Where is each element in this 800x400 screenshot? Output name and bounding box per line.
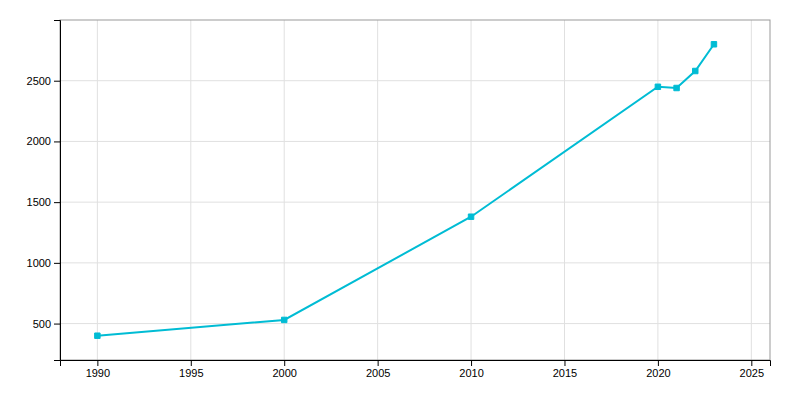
tick-mark [284,360,285,366]
grid-line [60,323,770,324]
tick-mark [54,81,60,82]
marker [693,68,698,73]
grid-line [751,20,752,360]
grid-line [60,141,770,142]
grid-line [471,20,472,360]
tick: 500 [33,318,60,330]
tick: 2010 [459,360,483,379]
tick-label: 2500 [27,75,51,87]
tick-mark [54,202,60,203]
tick-mark [471,360,472,366]
tick: 2500 [27,75,60,87]
tick-label: 1995 [179,367,203,379]
tick-label: 2015 [553,367,577,379]
tick-mark [54,263,60,264]
tick: 1995 [179,360,203,379]
tick-mark [658,360,659,366]
marker [674,85,679,90]
grid-line [284,20,285,360]
chart-svg: 1990 1995 2000 2005 2010 2015 2020 2025 500 1000 1… [0,0,800,400]
tick-mark [54,324,60,325]
tick: 2005 [366,360,390,379]
x-axis: 1990 1995 2000 2005 2010 2015 2020 2025 [61,360,771,379]
tick-mark [97,360,98,366]
grid-line [564,20,565,360]
tick-label: 2025 [740,367,764,379]
tick: 2015 [553,360,577,379]
tick-label: 2005 [366,367,390,379]
grid [60,20,770,360]
tick-label: 2010 [459,367,483,379]
tick-label: 1990 [86,367,110,379]
y-axis: 500 1000 1500 2000 2500 [27,21,61,361]
tick: 2025 [740,360,764,379]
tick-label: 2000 [272,367,296,379]
marks [95,42,717,339]
tick-label: 1000 [27,257,51,269]
axis-line [61,361,771,367]
marker [655,84,660,89]
marker [468,214,473,219]
grid-line [97,20,98,360]
axis-line [54,21,61,361]
grid-line [60,202,770,203]
marker [281,317,286,322]
tick-mark [378,360,379,366]
tick-label: 500 [33,318,51,330]
tick: 1000 [27,257,60,269]
tick-label: 2020 [646,367,670,379]
plot-frame [60,20,770,360]
grid-line [657,20,658,360]
marker [95,333,100,338]
tick: 2000 [27,135,60,147]
grid-line [377,20,378,360]
grid-line [60,80,770,81]
grid-line [60,262,770,263]
tick: 1500 [27,196,60,208]
tick-label: 2000 [27,135,51,147]
tick-mark [54,141,60,142]
plot: 1990 1995 2000 2005 2010 2015 2020 2025 500 1000 1… [27,20,771,379]
chart-container: 1990 1995 2000 2005 2010 2015 2020 2025 500 1000 1… [0,0,800,400]
tick-mark [751,360,752,366]
tick: 1990 [86,360,110,379]
marker [711,42,716,47]
tick-mark [564,360,565,366]
tick: 2020 [646,360,670,379]
tick: 2000 [272,360,296,379]
grid-line [190,20,191,360]
tick-label: 1500 [27,196,51,208]
line [97,44,714,335]
tick-mark [191,360,192,366]
